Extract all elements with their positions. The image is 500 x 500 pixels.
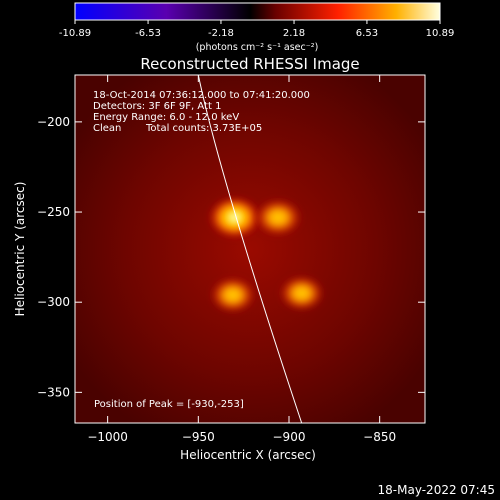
y-tick-label: −200 xyxy=(37,115,70,129)
info-total-counts: Total counts: 3.73E+05 xyxy=(145,123,262,134)
colorbar-tick-label: 2.18 xyxy=(283,28,305,39)
info-energy-range: Energy Range: 6.0 - 12.0 keV xyxy=(93,112,239,123)
colorbar-tick-label: 6.53 xyxy=(356,28,378,39)
solar-limb-line xyxy=(197,75,303,423)
info-clean: Clean xyxy=(93,123,121,134)
colorbar-tick-label: -10.89 xyxy=(59,28,91,39)
plot-frame xyxy=(74,74,426,424)
info-time-range: 18-Oct-2014 07:36:12.000 to 07:41:20.000 xyxy=(93,90,310,101)
x-tick-label: −850 xyxy=(363,430,396,444)
hxr-source-4 xyxy=(278,274,326,313)
x-axis-label: Heliocentric X (arcsec) xyxy=(180,448,316,462)
x-tick-label: −950 xyxy=(182,430,215,444)
colorbar-tick-label: -2.18 xyxy=(208,28,234,39)
image-background xyxy=(75,75,425,423)
info-detectors: Detectors: 3F 6F 9F, Att 1 xyxy=(93,101,221,112)
hxr-source-1 xyxy=(207,195,263,240)
y-axis-label: Heliocentric Y (arcsec) xyxy=(13,182,27,317)
x-tick-label: −1000 xyxy=(87,430,128,444)
y-tick-label: −350 xyxy=(37,385,70,399)
colorbar-tick-label: 10.89 xyxy=(426,28,455,39)
y-tick-label: −300 xyxy=(37,295,70,309)
colorbar xyxy=(74,2,441,21)
image-area xyxy=(75,75,425,423)
x-tick-label: −900 xyxy=(273,430,306,444)
footer-timestamp: 18-May-2022 07:45 xyxy=(378,483,495,497)
peak-position: Position of Peak = [-930,-253] xyxy=(94,399,244,410)
chart-title: Reconstructed RHESSI Image xyxy=(140,55,359,73)
hxr-source-3 xyxy=(208,275,257,315)
y-tick-label: −250 xyxy=(37,205,70,219)
colorbar-units: (photons cm⁻² s⁻¹ asec⁻²) xyxy=(196,42,319,53)
colorbar-tick-label: -6.53 xyxy=(135,28,161,39)
hxr-source-2 xyxy=(253,197,303,238)
